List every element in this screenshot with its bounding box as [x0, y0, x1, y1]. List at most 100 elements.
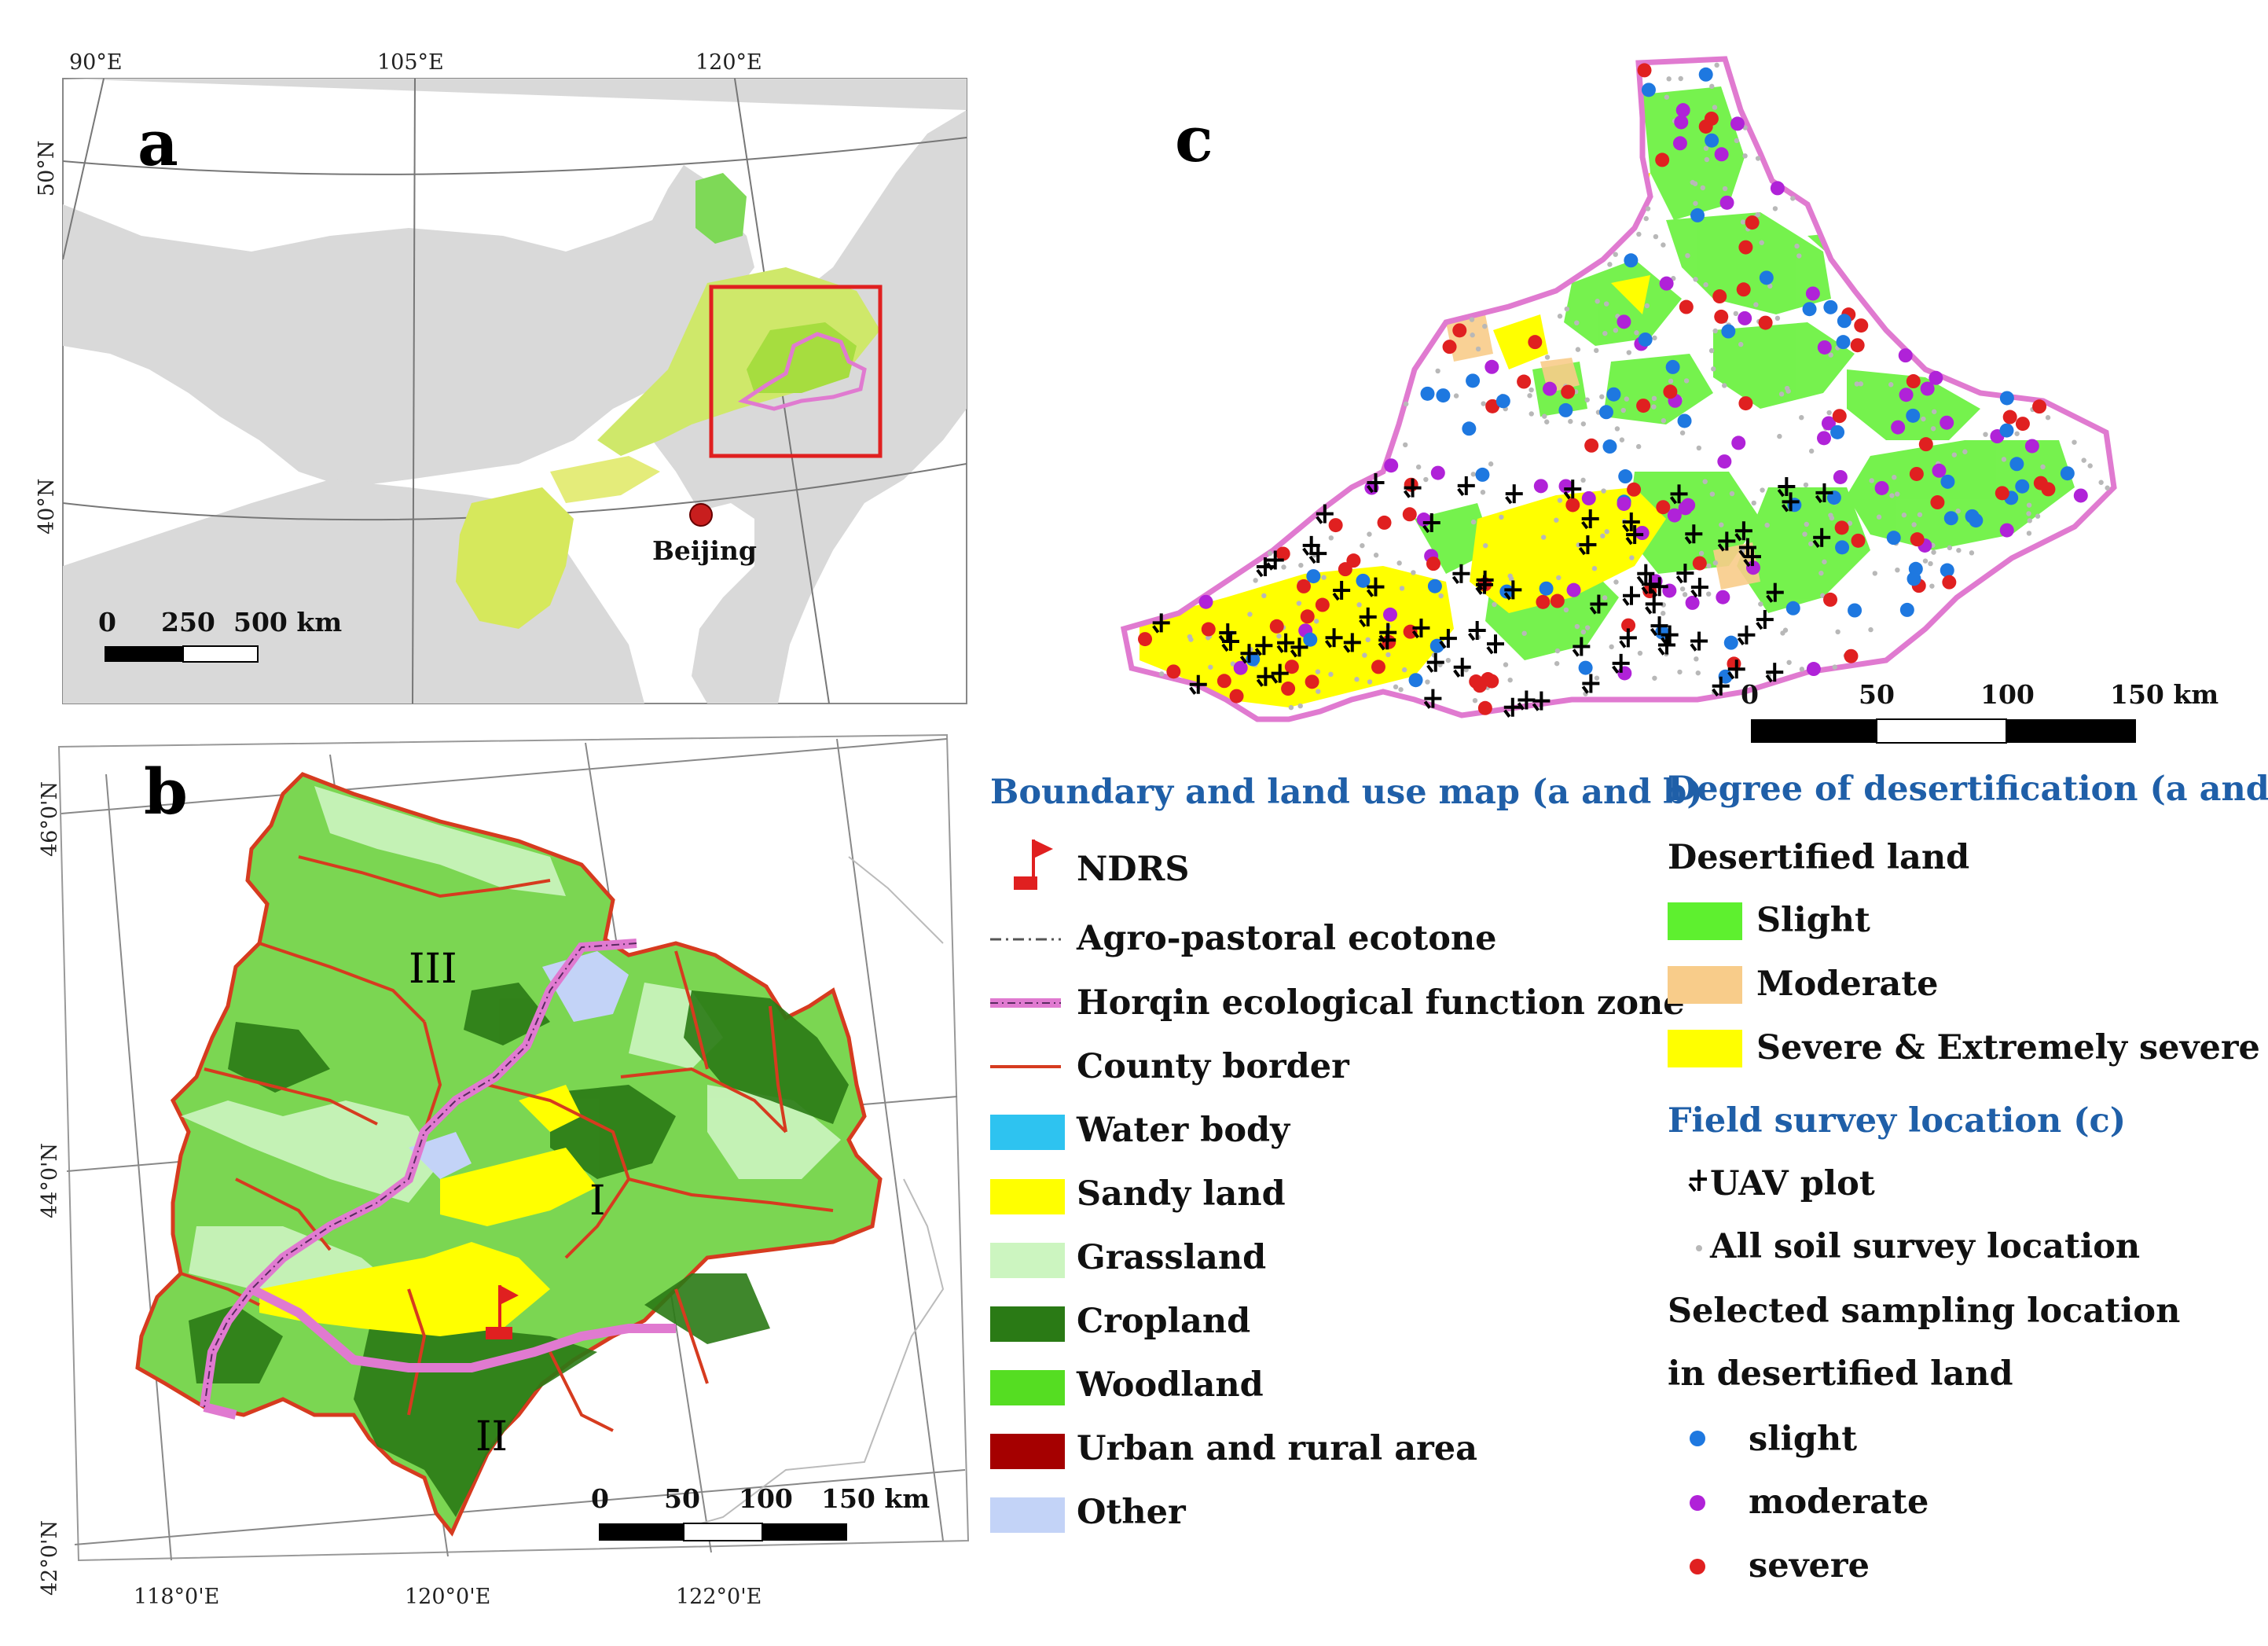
sample-dot-slight: [1721, 324, 1736, 339]
soil-survey-dot: [1360, 542, 1365, 549]
sample-dot-slight: [1906, 408, 1921, 423]
soil-survey-dot: [1712, 560, 1719, 566]
sample-dot-severe: [1738, 396, 1753, 411]
sample-dot-severe: [1584, 438, 1599, 453]
soil-survey-dot: [1557, 498, 1563, 503]
soil-survey-dot: [1818, 570, 1824, 576]
soil-survey-dot: [1764, 522, 1770, 528]
soil-survey-dot: [1794, 243, 1800, 249]
legend-water-label: Water body: [1076, 1111, 1291, 1150]
soil-survey-dot: [1398, 687, 1404, 693]
soil-survey-dot: [1917, 512, 1923, 517]
sample-dot-slight: [1638, 332, 1653, 347]
soil-survey-dot: [1362, 652, 1367, 658]
soil-survey-dot: [1802, 531, 1807, 537]
legend-cropland-swatch: [990, 1306, 1065, 1342]
uav-plot-icon: [1661, 625, 1679, 645]
uav-plot-icon: [1532, 691, 1551, 711]
sample-dot-severe: [1823, 592, 1838, 607]
sample-dot-slight: [1624, 253, 1639, 268]
sample-dot-severe: [1621, 618, 1636, 633]
sample-dot-moderate: [1384, 458, 1399, 473]
soil-survey-dot: [1613, 579, 1619, 585]
sample-dot-severe: [1636, 399, 1651, 413]
soil-survey-dot: [1328, 671, 1334, 678]
soil-survey-dot: [1637, 650, 1643, 656]
soil-survey-dot: [1492, 601, 1497, 608]
sample-dot-severe: [1712, 289, 1727, 304]
soil-survey-dot: [1678, 75, 1683, 82]
sample-dot-severe: [1550, 593, 1565, 608]
uav-plot-icon: [1581, 674, 1600, 694]
soil-survey-dot: [1785, 388, 1791, 394]
sample-dot-slight: [1940, 563, 1954, 578]
soil-survey-dot: [1645, 206, 1651, 211]
uav-plot-icon: [1475, 575, 1494, 595]
sample-dot-severe: [1844, 648, 1859, 663]
soil-survey-dot: [1722, 186, 1728, 192]
ecotone-band: [456, 173, 880, 629]
scalebar-b: 0 50 100 150 km: [591, 1483, 930, 1541]
legend-field-title: Field survey location (c): [1668, 1101, 2126, 1141]
legend-ecotone-label: Agro-pastoral ecotone: [1076, 919, 1497, 958]
sample-dot-moderate: [1681, 498, 1696, 513]
uav-plot-icon: [1366, 473, 1385, 494]
uav-plot-icon: [1266, 550, 1284, 571]
sample-dot-moderate: [1920, 381, 1935, 396]
soil-survey-dot: [1947, 545, 1953, 551]
soil-survey-dot: [1804, 521, 1810, 527]
legend-woodland-swatch: [990, 1370, 1065, 1405]
sample-dot-severe: [1561, 384, 1576, 399]
sample-dot-severe: [1477, 700, 1492, 715]
uav-plot-icon: [1589, 594, 1608, 615]
sample-dot-moderate: [1430, 465, 1445, 480]
uav-plot-icon: [1737, 625, 1756, 645]
uav-plot-icon: [1690, 578, 1708, 598]
ndrs-flag-icon: [486, 1285, 519, 1339]
beijing-marker: [689, 503, 713, 527]
soil-survey-dot: [1624, 396, 1630, 402]
soil-survey-dot: [1738, 341, 1744, 347]
uav-plot-icon: [1738, 538, 1756, 558]
soil-survey-dot: [1652, 335, 1657, 341]
lat-tick-46: 46°0'N: [38, 781, 62, 857]
legend-uav-label: UAV plot: [1710, 1164, 1875, 1203]
sample-dot-slight: [1618, 469, 1633, 484]
legend-moderate-label: Moderate: [1756, 964, 1938, 1004]
soil-survey-dot: [1604, 301, 1609, 307]
soil-survey-dot: [1620, 407, 1626, 413]
legend-cropland-label: Cropland: [1077, 1302, 1250, 1341]
county-borders: [180, 855, 834, 1432]
uav-plot-icon: [1276, 633, 1295, 653]
legend-ndrs-label: NDRS: [1077, 850, 1189, 889]
legend-slight-swatch: [1668, 902, 1742, 940]
sample-dot-slight: [1723, 635, 1738, 650]
soil-survey-dot: [1808, 448, 1815, 454]
sample-dot-severe: [1627, 482, 1642, 497]
lon-tick-120: 120°E: [695, 50, 762, 75]
legend-dot-moderate-icon: [1690, 1495, 1705, 1511]
lat-tick-42: 42°0'N: [38, 1520, 62, 1596]
sample-dot-slight: [1558, 402, 1573, 417]
sample-dot-moderate: [1738, 310, 1752, 325]
soil-survey-dot: [1758, 601, 1763, 607]
legend-soil-label: All soil survey location: [1709, 1227, 2140, 1266]
soil-survey-dot: [1544, 355, 1551, 360]
soil-survey-dot: [1685, 252, 1690, 259]
study-area-box: [709, 285, 883, 458]
soil-survey-dot: [1693, 200, 1698, 206]
sample-dot-severe: [1300, 609, 1315, 624]
legend-horqin-label: Horqin ecological function zone: [1077, 983, 1685, 1023]
soil-survey-dot: [1951, 452, 1958, 457]
soil-survey-dot: [1602, 595, 1608, 601]
soil-survey-dot: [1601, 488, 1606, 494]
soil-survey-dot: [1892, 475, 1897, 480]
sample-dot-severe: [2002, 410, 2017, 424]
soil-survey-dot: [1288, 704, 1294, 711]
soil-survey-dot: [1983, 432, 1988, 437]
soil-survey-dot: [1401, 667, 1407, 673]
sample-dot-moderate: [2073, 488, 2088, 503]
soil-survey-dot: [1435, 368, 1440, 374]
sample-dot-severe: [1481, 672, 1495, 687]
uav-plot-icon: [1290, 637, 1308, 658]
